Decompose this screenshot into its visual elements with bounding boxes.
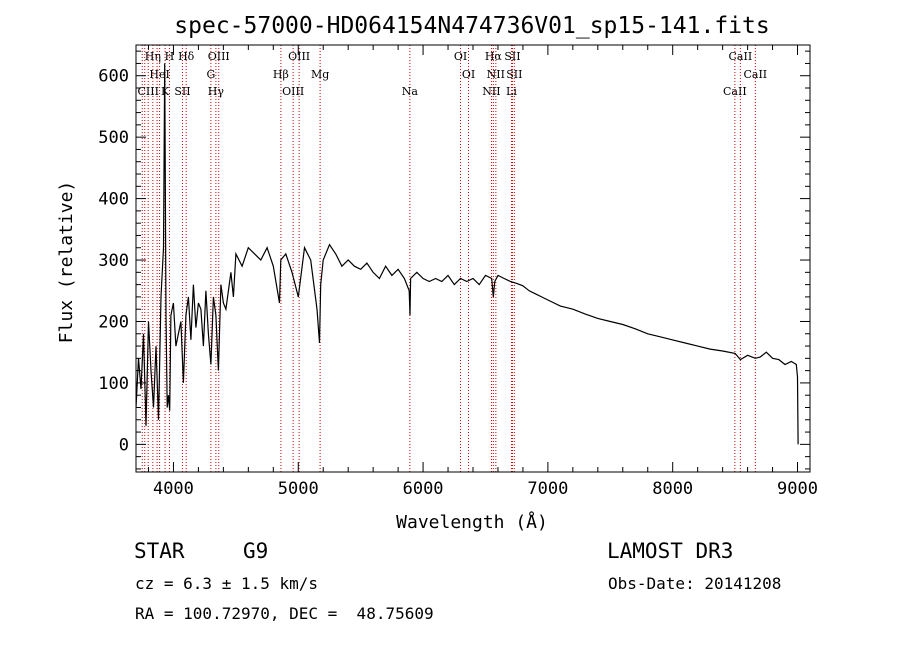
plot-frame: [135, 44, 811, 473]
reference-line-label: SII: [506, 68, 522, 81]
x-tick-label: 9000: [777, 479, 818, 499]
reference-line-label: G: [206, 68, 215, 81]
y-tick-label: 600: [98, 67, 129, 87]
reference-line-label: CaII: [729, 50, 753, 63]
y-tick-label: 300: [98, 251, 129, 271]
x-tick-label: 7000: [527, 479, 568, 499]
plot-axes: [135, 44, 811, 473]
x-tick-label: 4000: [153, 479, 194, 499]
y-tick-label: 400: [98, 190, 129, 210]
reference-line-label: Hγ: [208, 85, 225, 98]
reference-line-label: NII: [487, 68, 505, 81]
y-tick-label: 200: [98, 312, 129, 332]
reference-line-label: Na: [402, 85, 419, 98]
axis-ticks: 4000 5000 6000 7000 8000 9000 0 100 200 300 400 500…: [98, 45, 818, 499]
reference-line-label: Hβ: [273, 68, 289, 81]
reference-line-label: SII: [174, 85, 190, 98]
y-tick-label: 100: [98, 374, 129, 394]
reference-line-label: Hδ: [178, 50, 195, 63]
reference-line-label: OI: [462, 68, 475, 81]
spectrum-line: [136, 63, 799, 445]
reference-line-label: Hη: [145, 50, 161, 63]
reference-line-label: CIII: [138, 85, 159, 98]
reference-lines: [141, 45, 756, 472]
y-axis-label: Flux (relative): [56, 181, 77, 344]
chart-title: spec-57000-HD064154N474736V01_sp15-141.f…: [174, 13, 769, 39]
object-class: STAR: [134, 539, 185, 563]
reference-line-label: OIII: [282, 85, 304, 98]
reference-line-label: K: [161, 85, 170, 98]
spectrum-series: [136, 63, 799, 445]
x-tick-label: 8000: [652, 479, 693, 499]
reference-line-label: NII: [482, 85, 500, 98]
reference-line-label: SII: [504, 50, 520, 63]
reference-line-label: HeI: [149, 68, 169, 81]
x-tick-label: 6000: [403, 479, 444, 499]
reference-line-label: CaII: [743, 68, 767, 81]
survey-name: LAMOST DR3: [607, 539, 734, 563]
x-axis-label: Wavelength (Å): [396, 511, 548, 533]
reference-line-label: OI: [454, 50, 467, 63]
reference-line-label: Hα: [485, 50, 503, 63]
coordinates: RA = 100.72970, DEC = 48.75609: [135, 604, 434, 623]
reference-line-label: H: [165, 50, 175, 63]
x-tick-label: 5000: [278, 479, 319, 499]
observation-date: Obs-Date: 20141208: [608, 574, 782, 593]
spectral-type: G9: [243, 539, 269, 563]
reference-line-labels: CIIIHηHeIKHSIIHδGHγOIIIHβOIIIOIIIMgNaOIO…: [138, 50, 768, 98]
y-tick-label: 0: [119, 435, 129, 455]
reference-line-label: Li: [506, 85, 517, 98]
reference-line-label: Mg: [311, 68, 329, 81]
y-tick-label: 500: [98, 128, 129, 148]
reference-line-label: CaII: [723, 85, 747, 98]
reference-line-label: OIII: [208, 50, 230, 63]
reference-line-label: OIII: [288, 50, 310, 63]
redshift-value: cz = 6.3 ± 1.5 km/s: [135, 574, 319, 593]
